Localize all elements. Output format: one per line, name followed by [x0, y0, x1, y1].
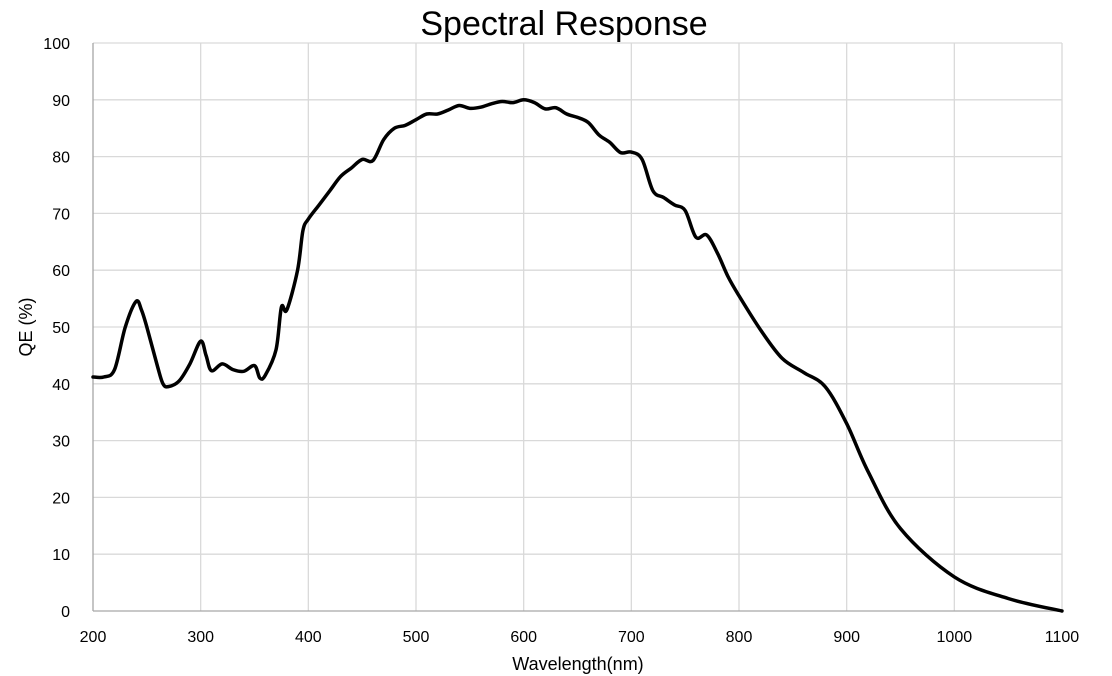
gridlines: [93, 42, 1063, 611]
y-tick-label-80: 80: [52, 150, 70, 167]
series-lines: [91, 98, 1064, 613]
tick-labels: 0 10 20 30 40 50 60 70 80 90 100 200 300 400 500 600 700…: [43, 36, 1079, 646]
x-tick-label-300: 300: [187, 629, 214, 646]
x-tick-label-200: 200: [80, 629, 107, 646]
y-tick-label-30: 30: [52, 434, 70, 451]
y-tick-label-70: 70: [52, 206, 70, 223]
x-tick-label-1100: 1100: [1045, 629, 1080, 646]
x-tick-label-700: 700: [618, 629, 645, 646]
y-tick-label-90: 90: [52, 93, 70, 110]
y-tick-label-100: 100: [43, 36, 70, 53]
y-tick-label-20: 20: [52, 490, 70, 507]
qe-series-line: [91, 98, 1064, 613]
x-axis-label: Wavelength(nm): [512, 654, 643, 674]
axes: [92, 43, 1062, 612]
x-tick-label-400: 400: [295, 629, 322, 646]
x-tick-label-800: 800: [726, 629, 753, 646]
x-tick-label-900: 900: [833, 629, 860, 646]
chart-title: Spectral Response: [420, 5, 707, 43]
y-axis-label: QE (%): [16, 297, 36, 356]
x-tick-label-1000: 1000: [937, 629, 973, 646]
y-tick-label-60: 60: [52, 263, 70, 280]
x-tick-label-600: 600: [510, 629, 537, 646]
y-tick-label-40: 40: [52, 377, 70, 394]
y-tick-label-0: 0: [61, 604, 70, 621]
y-tick-label-10: 10: [52, 547, 70, 564]
y-tick-label-50: 50: [52, 320, 70, 337]
x-tick-label-500: 500: [403, 629, 430, 646]
